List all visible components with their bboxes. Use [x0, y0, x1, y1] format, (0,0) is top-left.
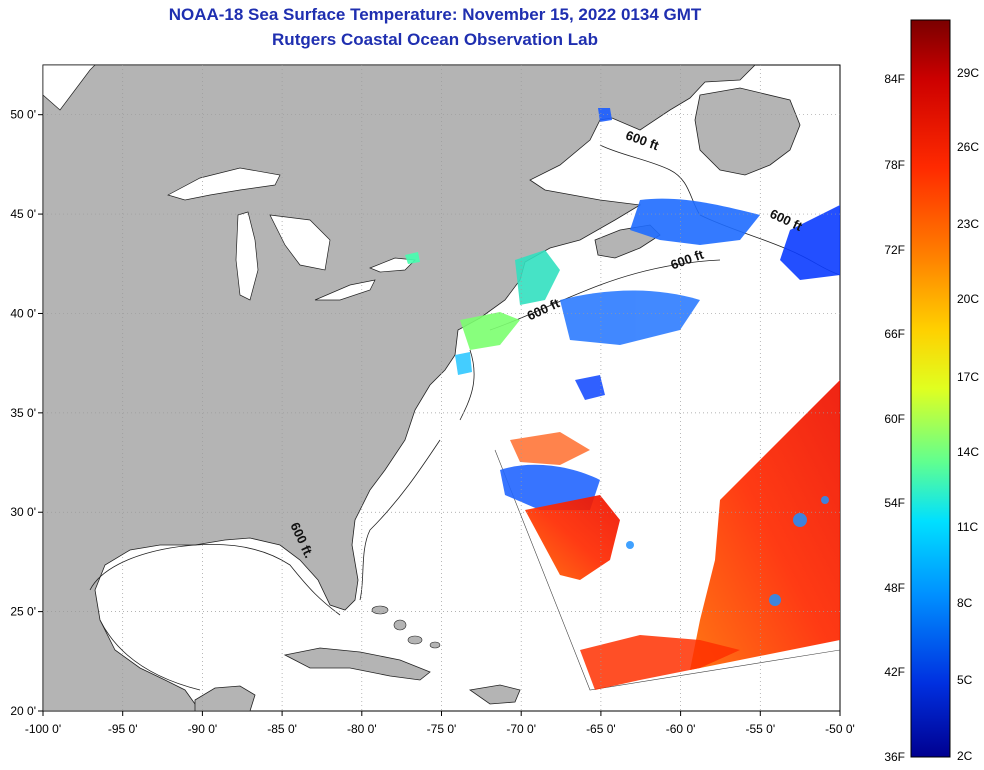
hudson-bay-edge	[43, 65, 96, 111]
colorbar-fahrenheit-label: 60F	[884, 412, 905, 426]
lat-tick-label: 25 0'	[10, 605, 36, 619]
lat-tick-label: 20 0'	[10, 704, 36, 718]
north-america-land	[43, 65, 756, 711]
colorbar-fahrenheit-label: 42F	[884, 665, 905, 679]
yucatan-land	[194, 685, 256, 711]
lake-erie	[314, 279, 376, 301]
map-title: NOAA-18 Sea Surface Temperature: Novembe…	[168, 5, 702, 24]
lon-tick-label: -50 0'	[825, 722, 855, 736]
lat-tick-label: 35 0'	[10, 406, 36, 420]
latitude-ticks: 20 0' 25 0' 30 0' 35 0' 40 0' 45 0' 50 0'	[10, 108, 43, 718]
lon-tick-label: -100 0'	[25, 722, 61, 736]
lon-tick-label: -80 0'	[347, 722, 377, 736]
lon-tick-label: -90 0'	[188, 722, 218, 736]
lon-tick-label: -70 0'	[506, 722, 536, 736]
colorbar-celsius-label: 20C	[957, 292, 979, 306]
colorbar-celsius-label: 29C	[957, 66, 979, 80]
lon-tick-label: -60 0'	[666, 722, 696, 736]
lat-tick-label: 30 0'	[10, 505, 36, 519]
sst-cold-patches	[500, 108, 840, 510]
colorbar-fahrenheit-label: 84F	[884, 72, 905, 86]
colorbar	[910, 19, 951, 758]
colorbar-celsius-label: 14C	[957, 445, 979, 459]
sst-coastal-patches	[405, 250, 560, 375]
lat-tick-label: 45 0'	[10, 207, 36, 221]
bahamas-islands	[371, 605, 441, 649]
colorbar-fahrenheit-label: 54F	[884, 496, 905, 510]
colorbar-fahrenheit-label: 48F	[884, 581, 905, 595]
colorbar-celsius-label: 26C	[957, 140, 979, 154]
cuba-land	[283, 647, 431, 681]
satellite-swath-edge	[494, 449, 840, 691]
lon-tick-label: -55 0'	[745, 722, 775, 736]
colorbar-celsius-labels: 29C 26C 23C 20C 17C 14C 11C 8C 5C 2C	[957, 66, 979, 763]
lake-superior	[167, 167, 281, 201]
graticule	[43, 65, 840, 711]
colorbar-fahrenheit-label: 72F	[884, 243, 905, 257]
colorbar-celsius-label: 5C	[957, 673, 973, 687]
colorbar-celsius-label: 11C	[957, 520, 978, 534]
hispaniola-land	[468, 684, 521, 705]
colorbar-fahrenheit-label: 36F	[884, 750, 905, 764]
map-subtitle: Rutgers Coastal Ocean Observation Lab	[272, 30, 598, 49]
lake-michigan	[235, 211, 259, 301]
sst-warm-region	[525, 495, 620, 580]
lon-tick-label: -65 0'	[586, 722, 616, 736]
lon-tick-label: -85 0'	[267, 722, 297, 736]
colorbar-celsius-label: 8C	[957, 596, 973, 610]
longitude-ticks: -100 0' -95 0' -90 0' -85 0' -80 0' -75 0' -70…	[25, 711, 855, 736]
colorbar-celsius-label: 17C	[957, 370, 979, 384]
lon-tick-label: -75 0'	[427, 722, 457, 736]
sst-warm-region-mid	[510, 432, 590, 465]
lat-tick-label: 40 0'	[10, 306, 36, 320]
lake-huron	[269, 214, 331, 271]
sst-warm-region-east	[690, 380, 840, 670]
sst-cool-spots	[626, 496, 829, 606]
lon-tick-label: -95 0'	[108, 722, 138, 736]
newfoundland-land	[694, 87, 801, 176]
colorbar-fahrenheit-label: 66F	[884, 327, 905, 341]
colorbar-celsius-label: 23C	[957, 217, 979, 231]
colorbar-fahrenheit-label: 78F	[884, 158, 905, 172]
lat-tick-label: 50 0'	[10, 108, 36, 122]
lake-ontario	[369, 257, 416, 273]
colorbar-celsius-label: 2C	[957, 749, 973, 763]
colorbar-fahrenheit-labels: 84F 78F 72F 66F 60F 54F 48F 42F 36F	[884, 72, 905, 764]
sst-warm-region-south	[580, 635, 740, 690]
